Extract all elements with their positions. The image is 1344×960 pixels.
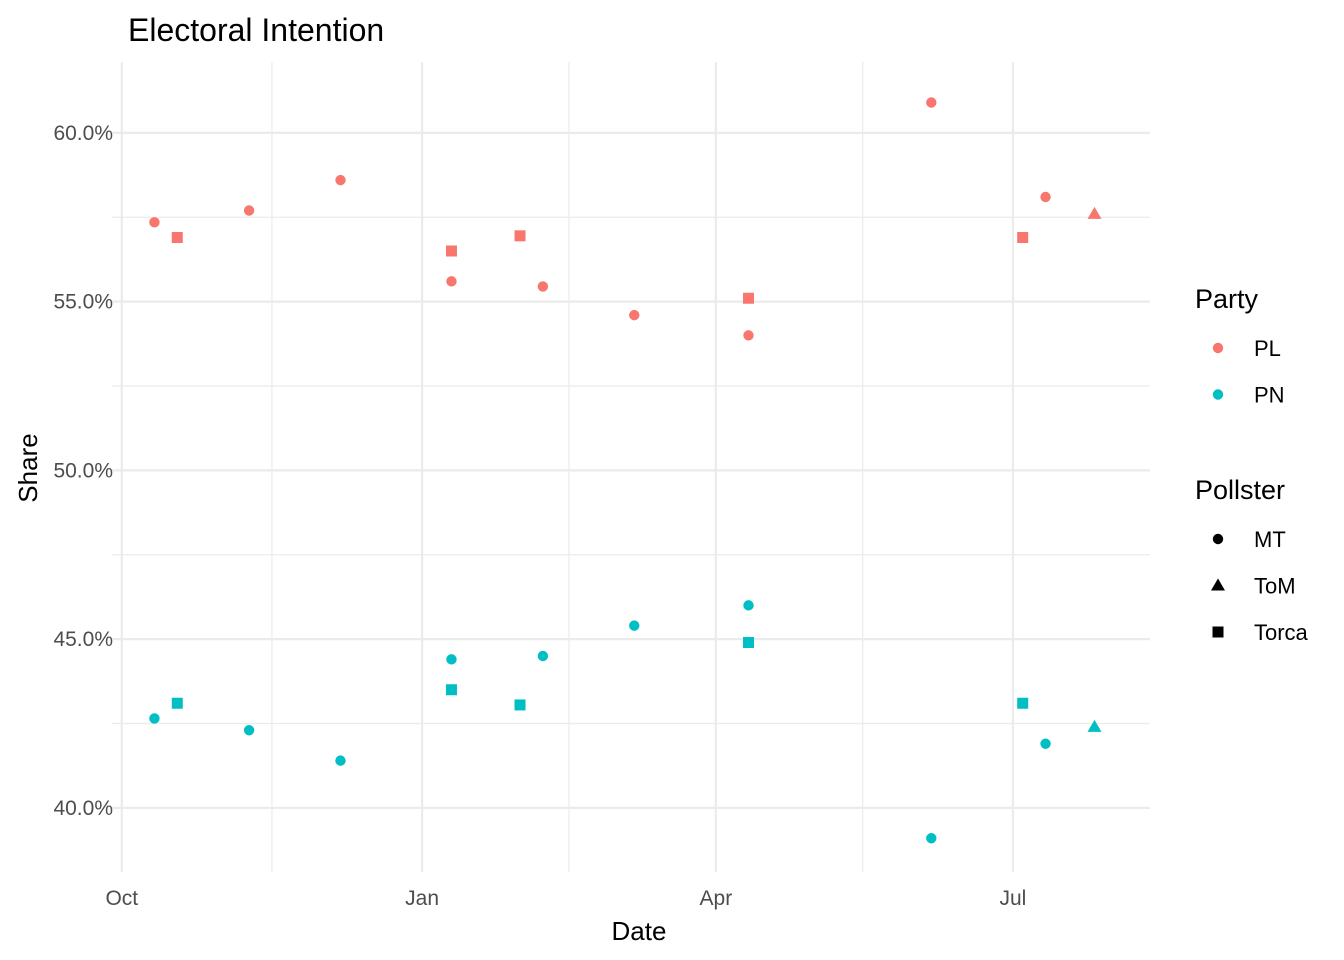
point-pn-mt — [149, 713, 160, 724]
legend-label: ToM — [1254, 574, 1296, 599]
point-pn-mt — [926, 833, 937, 844]
y-tick-label: 60.0% — [53, 122, 113, 145]
point-pl-torca — [445, 245, 457, 257]
point-pn-tom — [1087, 719, 1102, 732]
legend-key-mt — [1212, 533, 1224, 545]
point-pl-mt — [149, 217, 160, 228]
x-tick-label: Apr — [700, 887, 733, 910]
y-tick-label: 45.0% — [53, 628, 113, 651]
y-tick-label: 55.0% — [53, 291, 113, 314]
point-pl-mt — [743, 330, 754, 341]
point-pl-mt — [446, 276, 457, 287]
y-axis-label: Share — [13, 433, 43, 502]
point-pn-mt — [629, 620, 640, 631]
point-pn-torca — [171, 697, 183, 709]
point-pn-mt — [537, 650, 549, 662]
y-tick-label: 50.0% — [53, 459, 113, 482]
legend-label: PN — [1254, 383, 1285, 408]
point-pn-mt — [446, 654, 457, 665]
data-points — [149, 97, 1102, 844]
legend-key-pn — [1212, 389, 1224, 400]
point-pn-mt — [743, 600, 754, 611]
point-pn-torca — [1017, 697, 1029, 709]
point-pl-tom — [1087, 206, 1102, 219]
point-pl-mt — [1040, 191, 1051, 203]
point-pn-mt — [335, 755, 346, 766]
point-pn-mt — [1040, 738, 1051, 749]
legend-key-tom — [1211, 578, 1225, 591]
point-pl-mt — [243, 205, 255, 216]
chart-title: Electoral Intention — [128, 12, 384, 48]
legend: Party PL PN Pollster MT ToM Torca — [1195, 284, 1309, 645]
x-tick-label: Jan — [405, 887, 439, 910]
point-pl-torca — [514, 230, 526, 242]
point-pl-torca — [1017, 232, 1029, 243]
legend-key-pl — [1212, 342, 1224, 354]
grid-layer — [112, 62, 1150, 872]
y-tick-label: 40.0% — [53, 797, 113, 820]
legend-label: Torca — [1254, 620, 1309, 645]
point-pl-torca — [743, 292, 755, 304]
point-pn-torca — [743, 637, 755, 648]
legend-title: Pollster — [1195, 475, 1285, 505]
legend-title: Party — [1195, 284, 1259, 314]
point-pl-torca — [171, 232, 183, 243]
x-tick-label: Oct — [105, 887, 138, 910]
point-pn-mt — [243, 725, 255, 736]
point-pl-mt — [537, 281, 549, 292]
point-pl-mt — [926, 97, 937, 108]
point-pn-torca — [445, 684, 457, 696]
legend-key-torca — [1212, 626, 1224, 638]
legend-label: PL — [1254, 336, 1281, 361]
point-pl-mt — [335, 174, 346, 186]
legend-label: MT — [1254, 527, 1286, 552]
tick-labels: Oct Jan Apr Jul 40.0% 45.0% 50.0% 55.0% 60.0% — [53, 122, 1026, 910]
x-axis-label: Date — [612, 916, 667, 946]
point-pn-torca — [514, 699, 526, 711]
point-pl-mt — [629, 309, 640, 321]
x-tick-label: Jul — [999, 887, 1026, 910]
